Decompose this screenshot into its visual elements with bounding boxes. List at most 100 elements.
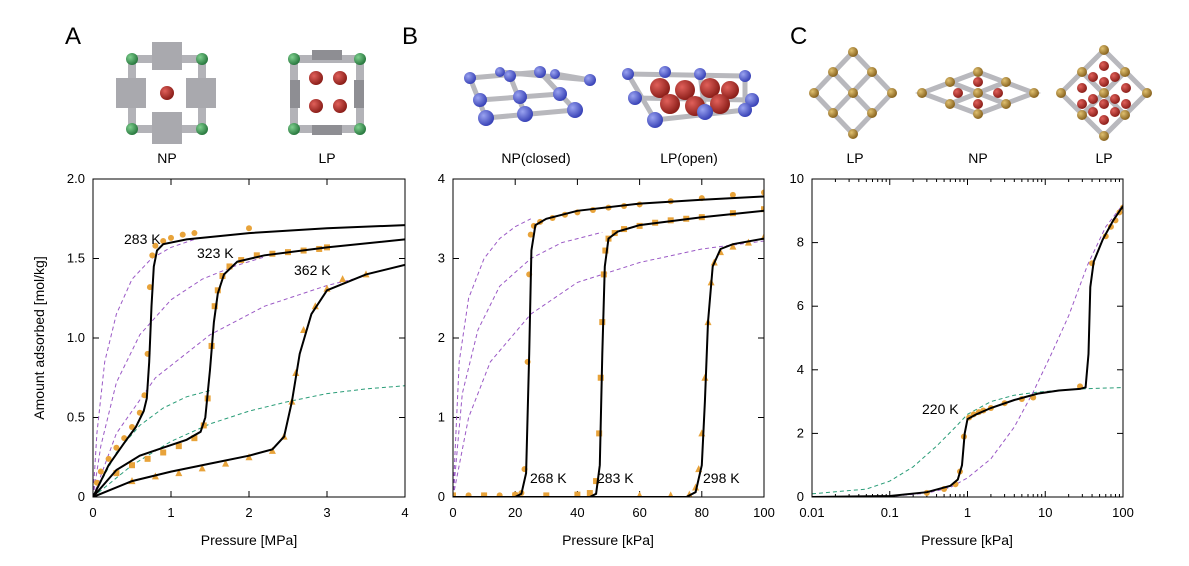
data-point-a-1 bbox=[144, 455, 151, 462]
data-point-a-0 bbox=[97, 468, 104, 475]
x-tick-label-a: 3 bbox=[323, 505, 330, 520]
y-tick-label-b: 0 bbox=[438, 489, 445, 504]
temp-label-c-0: 220 K bbox=[922, 401, 959, 417]
data-point-b-2 bbox=[453, 491, 456, 497]
x-tick-label-a: 1 bbox=[167, 505, 174, 520]
y-tick-label-c: 10 bbox=[790, 171, 804, 186]
structure-c-lp-right bbox=[1056, 45, 1152, 141]
data-point-b-1 bbox=[543, 492, 550, 497]
data-point-a-0 bbox=[113, 444, 120, 451]
chart-panel-a: 0 1 2 3 4 0 0.5 1.0 1.5 2.0 bbox=[67, 171, 409, 520]
structure-label-a-np: NP bbox=[157, 150, 176, 166]
y-tick-label-c: 2 bbox=[797, 425, 804, 440]
x-tick-label-b: 100 bbox=[753, 505, 775, 520]
data-point-b-0 bbox=[465, 492, 472, 497]
data-point-a-2 bbox=[268, 446, 276, 454]
data-point-b-2 bbox=[667, 491, 674, 497]
lp-isotherm-line-a-0 bbox=[93, 238, 195, 497]
np-isotherm-line-c-0 bbox=[812, 387, 1123, 495]
y-tick-label-a: 2.0 bbox=[67, 171, 85, 186]
x-axis-title-a: Pressure [MPa] bbox=[201, 532, 297, 548]
y-tick-label-b: 1 bbox=[438, 410, 445, 425]
y-tick-label-c: 8 bbox=[797, 235, 804, 250]
x-axis-title-c: Pressure [kPa] bbox=[921, 532, 1013, 548]
structure-label-b-lp: LP(open) bbox=[660, 150, 718, 166]
fit-line-b-2 bbox=[453, 237, 764, 497]
data-point-b-1 bbox=[761, 206, 764, 213]
data-point-a-0 bbox=[246, 225, 252, 232]
y-tick-label-c: 0 bbox=[797, 489, 804, 504]
np-isotherm-line-a-2 bbox=[93, 385, 405, 497]
x-tick-label-a: 4 bbox=[401, 505, 408, 520]
data-point-a-0 bbox=[149, 252, 156, 259]
y-tick-label-c: 4 bbox=[797, 362, 804, 377]
data-point-a-1 bbox=[211, 303, 218, 310]
x-tick-label-c: 0.01 bbox=[799, 505, 824, 520]
chart-panel-b: 0 20 40 60 80 100 0 1 2 3 4 bbox=[438, 171, 775, 520]
y-tick-label-b: 2 bbox=[438, 330, 445, 345]
structure-label-c-lp-left: LP bbox=[846, 150, 863, 166]
y-tick-label-a: 1.0 bbox=[67, 330, 85, 345]
np-isotherm-line-a-1 bbox=[93, 390, 211, 497]
data-point-b-0 bbox=[729, 191, 736, 198]
panel-letter-c: C bbox=[790, 23, 807, 50]
data-point-a-2 bbox=[175, 469, 183, 477]
temp-label-a-2: 362 K bbox=[294, 262, 331, 278]
fit-line-b-1 bbox=[453, 209, 764, 497]
fit-line-c-0 bbox=[812, 205, 1123, 497]
structure-a-np bbox=[116, 42, 216, 144]
fit-line-a-2 bbox=[93, 263, 405, 497]
data-point-a-2 bbox=[198, 464, 206, 472]
data-point-a-0 bbox=[105, 455, 112, 462]
y-tick-label-a: 1.5 bbox=[67, 251, 85, 266]
x-tick-label-c: 0.1 bbox=[881, 505, 899, 520]
x-tick-label-c: 100 bbox=[1112, 505, 1134, 520]
data-point-a-2 bbox=[245, 453, 253, 461]
structure-b-lp-open bbox=[622, 66, 759, 128]
plot-frame-b bbox=[452, 178, 765, 498]
data-point-a-0 bbox=[146, 284, 153, 291]
data-point-b-1 bbox=[596, 430, 603, 437]
data-point-a-2 bbox=[311, 302, 319, 310]
data-point-a-1 bbox=[129, 462, 135, 469]
temp-label-b-2: 298 K bbox=[703, 470, 740, 486]
data-point-a-0 bbox=[160, 238, 167, 245]
data-point-a-0 bbox=[179, 231, 186, 238]
x-axis-title-b: Pressure [kPa] bbox=[562, 532, 654, 548]
structure-c-lp-left bbox=[809, 47, 897, 139]
data-point-b-0 bbox=[496, 492, 503, 497]
data-point-b-1 bbox=[602, 247, 609, 254]
lp-isotherm-line-b-2 bbox=[453, 240, 764, 497]
x-tick-label-b: 40 bbox=[570, 505, 584, 520]
structure-b-np-nodes bbox=[464, 66, 596, 126]
x-tick-label-c: 1 bbox=[964, 505, 971, 520]
fit-line-b-0 bbox=[453, 195, 764, 497]
data-point-a-0 bbox=[191, 230, 198, 237]
data-point-a-1 bbox=[226, 263, 233, 270]
data-point-a-1 bbox=[160, 449, 167, 456]
data-point-a-0 bbox=[129, 424, 135, 431]
temp-label-b-0: 268 K bbox=[530, 470, 567, 486]
data-point-a-0 bbox=[168, 234, 174, 241]
temp-label-b-1: 283 K bbox=[597, 470, 634, 486]
structure-c-np bbox=[914, 67, 1042, 119]
x-tick-label-a: 2 bbox=[245, 505, 252, 520]
lp-isotherm-line-a-1 bbox=[93, 256, 265, 497]
x-tick-label-b: 0 bbox=[449, 505, 456, 520]
x-tick-label-b: 20 bbox=[508, 505, 522, 520]
structure-label-b-np: NP(closed) bbox=[501, 150, 570, 166]
x-tick-label-b: 80 bbox=[695, 505, 709, 520]
lp-isotherm-line-c-0 bbox=[812, 204, 1123, 497]
plot-area-c bbox=[812, 204, 1123, 497]
data-point-a-1 bbox=[253, 252, 260, 259]
data-point-a-1 bbox=[200, 422, 207, 429]
panel-letter-a: A bbox=[65, 23, 81, 50]
data-point-a-2 bbox=[222, 459, 230, 467]
structure-label-c-lp-right: LP bbox=[1095, 150, 1112, 166]
panel-letter-b: B bbox=[402, 23, 418, 50]
fit-line-a-1 bbox=[93, 238, 405, 497]
x-tick-label-b: 60 bbox=[632, 505, 646, 520]
temp-label-a-0: 283 K bbox=[124, 231, 161, 247]
structure-a-lp bbox=[288, 50, 366, 135]
